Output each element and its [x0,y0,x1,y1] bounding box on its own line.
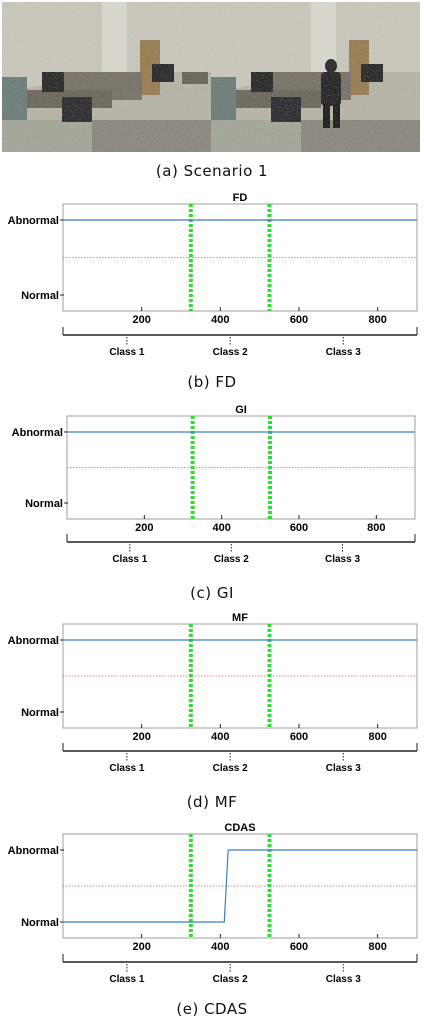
y-label-abnormal: Abnormal [12,427,63,439]
chart-panel-fd: FD Normal Abnormal 200 400 600 800 Class 1 Class… [8,192,418,358]
class-label-class-2: Class 2 [214,554,249,565]
chart-title-fd: FD [233,192,248,204]
x-tick-label: 800 [368,731,386,743]
class-label-class-3: Class 3 [325,554,360,565]
x-tick-label: 600 [290,522,308,534]
x-tick-label: 600 [290,314,308,326]
y-label-abnormal: Abnormal [8,635,59,647]
person-figure [325,59,337,73]
chart-title-mf: MF [232,612,248,624]
class-label-class-3: Class 3 [326,974,361,985]
y-label-abnormal: Abnormal [8,215,59,227]
x-tick-label: 200 [132,314,150,326]
x-tick-label: 200 [132,731,150,743]
photo-frame-1 [2,2,211,152]
scenario-photo-strip [2,2,420,152]
y-label-normal: Normal [21,707,59,719]
photo-frame-2 [211,2,420,152]
chart-panel-mf: MF Normal Abnormal 200 400 600 800 Class 1 Class… [8,612,418,774]
x-tick-label: 400 [211,314,229,326]
y-label-normal: Normal [25,498,63,510]
x-tick-label: 800 [367,522,385,534]
x-tick-label: 600 [290,941,308,953]
class-label-class-1: Class 1 [112,554,147,565]
x-tick-label: 200 [135,522,153,534]
class-label-class-3: Class 3 [326,763,361,774]
chart-title-gi: GI [235,404,247,416]
series-line-cdas [63,849,417,923]
class-label-class-2: Class 2 [213,347,248,358]
x-tick-label: 400 [211,731,229,743]
class-label-class-3: Class 3 [326,347,361,358]
class-label-class-1: Class 1 [109,974,144,985]
class-label-class-2: Class 2 [213,763,248,774]
class-label-class-1: Class 1 [109,763,144,774]
x-tick-label: 400 [211,941,229,953]
class-label-class-2: Class 2 [213,974,248,985]
x-tick-label: 400 [212,522,230,534]
chart-panel-gi: GI Normal Abnormal 200 400 600 800 Class 1 Class… [12,404,416,565]
x-tick-label: 800 [368,941,386,953]
chart-caption-fd: (b) FD [187,373,237,391]
chart-panel-cdas: CDAS Normal Abnormal 200 400 600 800 Class 1 Cla… [8,822,418,985]
y-label-normal: Normal [21,290,59,302]
photo-caption: (a) Scenario 1 [155,162,269,180]
chart-caption-cdas: (e) CDAS [176,1000,248,1018]
x-tick-label: 200 [132,941,150,953]
x-tick-label: 800 [368,314,386,326]
chart-caption-gi: (c) GI [190,584,234,602]
x-tick-label: 600 [290,731,308,743]
y-label-normal: Normal [21,917,59,929]
chart-title-cdas: CDAS [224,822,255,834]
class-label-class-1: Class 1 [109,347,144,358]
chart-caption-mf: (d) MF [186,793,238,811]
y-label-abnormal: Abnormal [8,845,59,857]
